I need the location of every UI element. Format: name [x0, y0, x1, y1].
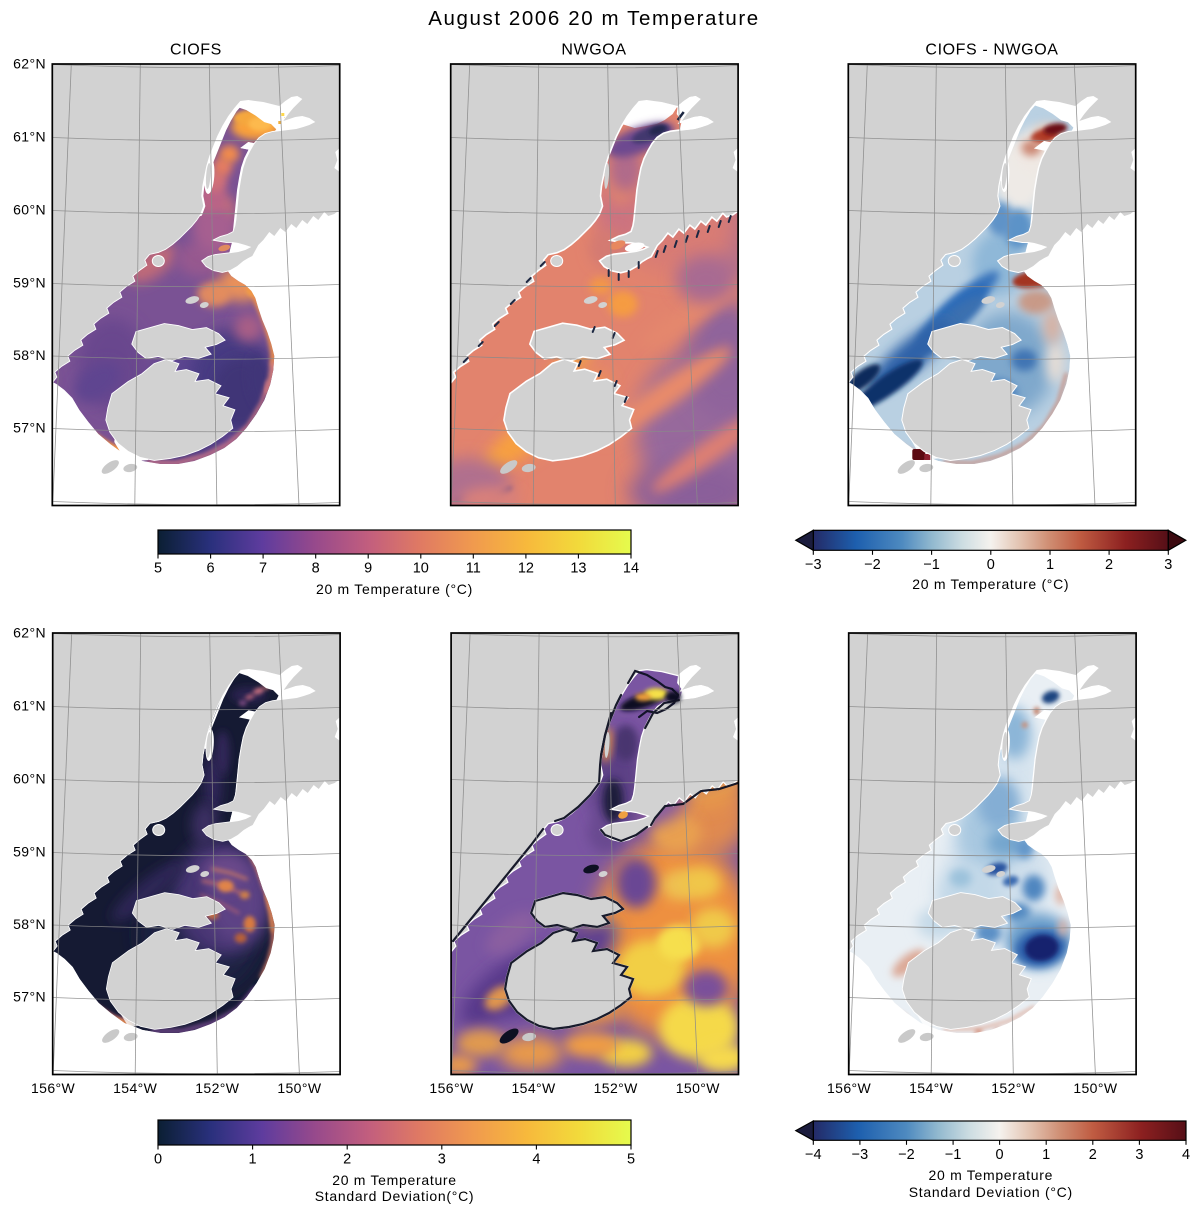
- svg-text:60°N: 60°N: [13, 202, 46, 218]
- svg-text:152°W: 152°W: [594, 1080, 639, 1096]
- svg-text:−2: −2: [898, 1147, 915, 1163]
- svg-text:−4: −4: [805, 1147, 822, 1163]
- svg-text:2: 2: [1089, 1147, 1097, 1163]
- svg-text:58°N: 58°N: [13, 916, 46, 932]
- svg-text:59°N: 59°N: [13, 275, 46, 291]
- svg-text:0: 0: [154, 1152, 162, 1168]
- svg-text:9: 9: [364, 561, 372, 577]
- svg-text:−2: −2: [864, 557, 881, 573]
- svg-text:8: 8: [312, 561, 320, 577]
- svg-text:NWGOA: NWGOA: [561, 42, 626, 59]
- svg-text:1: 1: [249, 1152, 257, 1168]
- svg-text:20 m Temperature (°C): 20 m Temperature (°C): [316, 581, 473, 597]
- svg-text:60°N: 60°N: [13, 771, 46, 787]
- svg-text:154°W: 154°W: [909, 1080, 954, 1096]
- svg-text:20 m Temperature (°C): 20 m Temperature (°C): [912, 576, 1069, 592]
- svg-text:3: 3: [1164, 557, 1172, 573]
- svg-text:Standard Deviation (°C): Standard Deviation (°C): [909, 1184, 1073, 1200]
- svg-text:59°N: 59°N: [13, 844, 46, 860]
- svg-text:61°N: 61°N: [13, 698, 46, 714]
- svg-text:2: 2: [1105, 557, 1113, 573]
- svg-text:156°W: 156°W: [31, 1080, 76, 1096]
- svg-text:20 m Temperature: 20 m Temperature: [332, 1172, 457, 1188]
- svg-text:156°W: 156°W: [827, 1080, 872, 1096]
- svg-text:3: 3: [438, 1152, 446, 1168]
- svg-text:61°N: 61°N: [13, 129, 46, 145]
- svg-text:150°W: 150°W: [277, 1080, 322, 1096]
- svg-text:Standard Deviation(°C): Standard Deviation(°C): [315, 1188, 475, 1204]
- svg-text:58°N: 58°N: [13, 347, 46, 363]
- svg-text:−1: −1: [945, 1147, 962, 1163]
- svg-text:0: 0: [987, 557, 995, 573]
- svg-text:2: 2: [343, 1152, 351, 1168]
- svg-text:14: 14: [623, 561, 639, 577]
- svg-text:1: 1: [1042, 1147, 1050, 1163]
- svg-text:154°W: 154°W: [113, 1080, 158, 1096]
- svg-text:11: 11: [466, 561, 481, 577]
- svg-text:4: 4: [1182, 1147, 1190, 1163]
- svg-text:152°W: 152°W: [195, 1080, 240, 1096]
- svg-text:0: 0: [996, 1147, 1004, 1163]
- svg-text:August 2006 20 m Temperature: August 2006 20 m Temperature: [428, 7, 760, 30]
- svg-text:CIOFS: CIOFS: [170, 42, 222, 59]
- svg-text:1: 1: [1046, 557, 1054, 573]
- svg-text:62°N: 62°N: [13, 56, 46, 72]
- svg-text:5: 5: [627, 1152, 635, 1168]
- svg-text:5: 5: [154, 561, 162, 577]
- svg-text:−3: −3: [805, 557, 822, 573]
- svg-text:10: 10: [413, 561, 429, 577]
- svg-text:154°W: 154°W: [512, 1080, 557, 1096]
- svg-text:−1: −1: [923, 557, 940, 573]
- svg-text:13: 13: [570, 561, 586, 577]
- svg-text:20 m Temperature: 20 m Temperature: [929, 1167, 1054, 1183]
- svg-text:150°W: 150°W: [676, 1080, 721, 1096]
- svg-text:6: 6: [207, 561, 215, 577]
- svg-text:57°N: 57°N: [13, 420, 46, 436]
- svg-text:3: 3: [1135, 1147, 1143, 1163]
- svg-text:152°W: 152°W: [991, 1080, 1036, 1096]
- svg-text:150°W: 150°W: [1073, 1080, 1118, 1096]
- svg-text:CIOFS - NWGOA: CIOFS - NWGOA: [925, 42, 1058, 59]
- svg-text:57°N: 57°N: [13, 989, 46, 1005]
- svg-text:7: 7: [259, 561, 267, 577]
- svg-text:4: 4: [532, 1152, 540, 1168]
- svg-text:156°W: 156°W: [429, 1080, 474, 1096]
- svg-text:12: 12: [518, 561, 534, 577]
- svg-text:62°N: 62°N: [13, 625, 46, 641]
- svg-text:−3: −3: [852, 1147, 869, 1163]
